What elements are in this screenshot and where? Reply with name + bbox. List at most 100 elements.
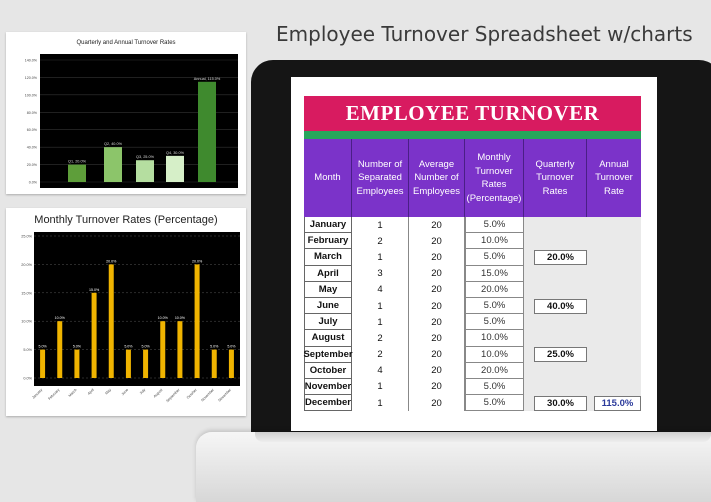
monthly-rate-cell[interactable]: 10.0% [465,346,524,363]
month-cell[interactable]: December [304,395,352,412]
bar [198,81,216,182]
average-cell[interactable]: 20 [409,217,465,234]
monthly-rate-cell[interactable]: 20.0% [465,362,524,379]
annual-cell[interactable] [587,249,641,266]
quarterly-cell[interactable] [524,281,587,298]
annual-cell[interactable] [587,265,641,282]
quarterly-cell[interactable] [524,265,587,282]
header-average[interactable]: Average Number of Employees [409,139,465,217]
annual-cell[interactable] [587,330,641,347]
x-tick-label: July [139,388,146,395]
average-cell[interactable]: 20 [409,297,465,315]
laptop-hinge [255,432,711,442]
separated-cell[interactable]: 3 [352,265,409,282]
data-label: 10.0% [175,316,186,320]
y-axis: 0.0% 5.0% 10.0% 15.0% 20.0% 25.0% [21,235,32,381]
monthly-rate-cell[interactable]: 5.0% [465,314,524,331]
header-annual[interactable]: Annual Turnover Rate [595,158,633,197]
quarterly-rate-cell[interactable]: 25.0% [534,347,587,363]
separated-cell[interactable]: 4 [352,362,409,379]
quarterly-cell[interactable] [524,378,587,396]
quarterly-cell[interactable] [524,233,587,250]
separated-cell[interactable]: 2 [352,346,409,363]
y-tick-label: 25.0% [21,235,32,239]
average-cell[interactable]: 20 [409,265,465,282]
separated-cell[interactable]: 4 [352,281,409,298]
separated-cell[interactable]: 2 [352,233,409,250]
annual-cell[interactable] [587,378,641,396]
quarterly-rate-cell[interactable]: 20.0% [534,250,587,265]
quarterly-rate-cell[interactable]: 30.0% [534,395,587,411]
month-cell[interactable]: November [304,378,352,396]
monthly-rate-cell[interactable]: 5.0% [465,395,524,412]
month-cell[interactable]: September [303,346,353,363]
quarterly-cell[interactable] [524,314,587,331]
data-label: 5.0% [227,345,236,349]
data-label: 15.0% [89,288,100,292]
annual-cell[interactable] [587,346,641,363]
chart-svg: Q1, 20.0% Q2, 40.0% Q3, 25.0% Q4, 30.0% Annu… [40,59,238,183]
header-quarterly[interactable]: Quarterly Turnover Rates [524,139,587,217]
separated-cell[interactable]: 1 [352,297,409,315]
month-cell[interactable]: June [304,297,352,315]
month-cell[interactable]: August [304,330,352,347]
table-row: August 2 20 10.0% [304,330,641,347]
annual-cell[interactable] [587,314,641,331]
separated-cell[interactable]: 2 [352,330,409,347]
monthly-rate-cell[interactable]: 5.0% [465,249,524,266]
annual-cell[interactable] [587,281,641,298]
separated-cell[interactable]: 1 [352,378,409,396]
table-row: November 1 20 5.0% [304,378,641,396]
header-separated[interactable]: Number of Separated Employees [352,139,409,217]
average-cell[interactable]: 20 [409,330,465,347]
page-title: Employee Turnover Spreadsheet w/charts [276,22,693,46]
bar [74,349,80,378]
x-tick-label: January [31,388,43,400]
quarterly-cell[interactable] [524,362,587,379]
annual-rate-cell[interactable]: 115.0% [594,395,641,411]
month-cell[interactable]: April [304,265,352,282]
average-cell[interactable]: 20 [409,378,465,396]
monthly-rate-cell[interactable]: 10.0% [465,330,524,347]
monthly-rate-cell[interactable]: 10.0% [465,233,524,250]
x-tick-label: December [218,387,233,402]
month-cell[interactable]: July [304,314,352,331]
average-cell[interactable]: 20 [409,314,465,331]
month-cell[interactable]: January [304,217,352,234]
y-tick-label: 80.0% [27,111,38,115]
header-month[interactable]: Month [304,139,352,217]
x-tick-label: August [153,388,164,399]
month-cell[interactable]: February [304,233,352,250]
average-cell[interactable]: 20 [409,395,465,412]
quarterly-cell[interactable] [524,330,587,347]
average-cell[interactable]: 20 [409,249,465,266]
quarterly-rate-cell[interactable]: 40.0% [534,298,587,314]
monthly-rate-cell[interactable]: 15.0% [465,265,524,282]
separated-cell[interactable]: 1 [352,395,409,412]
data-label: Q1, 20.0% [68,160,87,164]
separated-cell[interactable]: 1 [352,314,409,331]
month-cell[interactable]: March [304,249,352,266]
monthly-rate-cell[interactable]: 5.0% [465,297,524,315]
header-monthly-rate[interactable]: Monthly Turnover Rates (Percentage) [465,139,524,217]
average-cell[interactable]: 20 [409,346,465,363]
month-cell[interactable]: October [304,362,352,379]
annual-cell[interactable] [587,217,641,234]
bar [104,147,122,182]
average-cell[interactable]: 20 [409,362,465,379]
monthly-rate-cell[interactable]: 5.0% [465,217,524,234]
separated-cell[interactable]: 1 [352,217,409,234]
annual-cell[interactable] [587,233,641,250]
average-cell[interactable]: 20 [409,233,465,250]
average-cell[interactable]: 20 [409,281,465,298]
annual-cell[interactable] [587,362,641,379]
quarterly-cell[interactable] [524,217,587,234]
month-cell[interactable]: May [304,281,352,298]
annual-cell[interactable] [587,297,641,315]
monthly-rate-cell[interactable]: 20.0% [465,281,524,298]
separated-cell[interactable]: 1 [352,249,409,266]
bar [108,264,114,378]
monthly-turnover-chart: Monthly Turnover Rates (Percentage) 5.0%… [6,208,246,416]
y-tick-label: 5.0% [23,348,32,352]
monthly-rate-cell[interactable]: 5.0% [465,378,524,396]
